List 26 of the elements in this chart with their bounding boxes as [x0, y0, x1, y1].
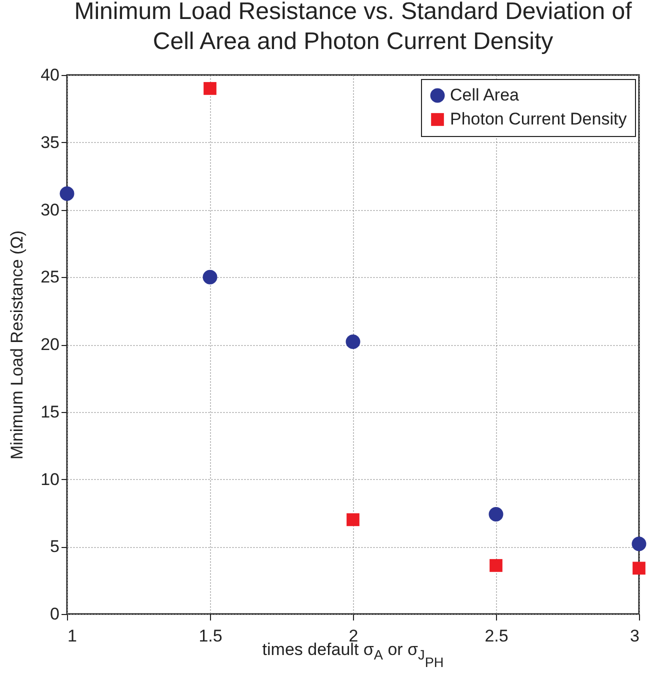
chart-title: Minimum Load Resistance vs. Standard Deviation of Cell Area and Photon Current Density: [74, 0, 632, 55]
point: [632, 562, 646, 575]
y-axis-title: Minimum Load Resistance (Ω): [8, 230, 27, 460]
y-tick-label: 40: [40, 66, 60, 84]
x-tick-label: 3: [630, 626, 640, 646]
y-tick-label: 5: [50, 537, 60, 556]
point: [490, 559, 502, 572]
y-tick-label: 35: [40, 132, 60, 152]
point: [204, 82, 216, 95]
point: [346, 513, 360, 526]
point: [202, 270, 218, 284]
point: [60, 186, 74, 201]
y-tick-label: 10: [40, 470, 60, 489]
y-tick-label: 15: [40, 402, 60, 422]
y-tick-label: 20: [40, 335, 60, 354]
y-tick-label: 0: [50, 604, 60, 624]
legend-label: Cell Area: [450, 86, 520, 104]
y-tick-label: 30: [40, 200, 60, 220]
x-tick-label: 2.5: [484, 626, 508, 646]
point: [488, 507, 504, 522]
legend-label: Photon Current Density: [450, 110, 628, 128]
point: [346, 334, 360, 350]
y-tick-label: 25: [40, 268, 60, 287]
point: [632, 536, 646, 552]
x-tick-label: 1: [68, 626, 77, 646]
x-tick-label: 1.5: [198, 626, 222, 646]
